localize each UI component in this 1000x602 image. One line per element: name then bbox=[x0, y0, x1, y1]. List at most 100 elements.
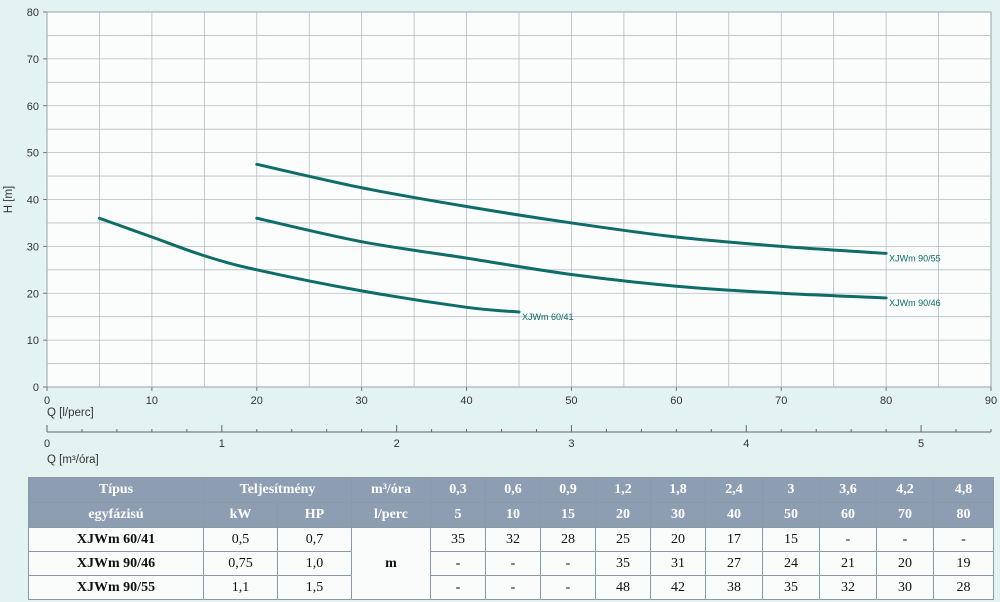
head-value: - bbox=[430, 575, 487, 600]
head-value: - bbox=[430, 551, 487, 576]
x-tick-label: 20 bbox=[251, 395, 263, 407]
curve-xjwm-90-55 bbox=[255, 162, 888, 255]
curve-xjwm-60-41 bbox=[97, 216, 521, 314]
y-tick-label: 0 bbox=[33, 382, 39, 394]
header-hp: HP bbox=[276, 502, 353, 528]
x2-tick-label: 0 bbox=[44, 438, 50, 450]
header-flow-unit-lmin: l/perc bbox=[351, 502, 432, 528]
x-tick-label: 70 bbox=[775, 395, 787, 407]
head-value: 35 bbox=[430, 527, 487, 552]
head-value: - bbox=[485, 575, 542, 600]
header-kw: kW bbox=[203, 502, 278, 528]
head-value: 35 bbox=[762, 575, 821, 600]
header-flow-m3h: 0,6 bbox=[485, 477, 542, 503]
x-tick-label: 40 bbox=[460, 395, 472, 407]
head-value: - bbox=[540, 551, 597, 576]
y-tick-label: 20 bbox=[27, 288, 39, 300]
table-header-row: egyfázisú kW HP l/perc 5 10 15 20 30 40 50 60 70 80 bbox=[28, 502, 995, 528]
header-flow-m3h: 4,2 bbox=[876, 477, 935, 503]
header-power: Teljesítmény bbox=[202, 477, 353, 503]
x2-tick-label: 1 bbox=[219, 438, 225, 450]
y-tick-label: 40 bbox=[27, 195, 39, 207]
y-tick-label: 50 bbox=[27, 148, 39, 160]
x-tick-label: 10 bbox=[146, 395, 158, 407]
y-tick-label: 70 bbox=[27, 54, 39, 66]
height-unit: m bbox=[351, 527, 432, 600]
chart-curves bbox=[97, 162, 888, 314]
header-type: Típus bbox=[28, 477, 204, 503]
header-flow-m3h: 1,8 bbox=[650, 477, 707, 503]
power-hp: 0,7 bbox=[276, 527, 353, 552]
power-hp: 1,0 bbox=[276, 551, 353, 576]
x-axis-title: Q [l/perc] bbox=[47, 407, 94, 419]
head-value: 35 bbox=[595, 551, 652, 576]
header-flow-m3h: 3,6 bbox=[819, 477, 878, 503]
head-value: 31 bbox=[650, 551, 707, 576]
power-hp: 1,5 bbox=[276, 575, 353, 600]
power-kw: 0,75 bbox=[203, 551, 278, 576]
curve-label-xjwm-90-46: XJWm 90/46 bbox=[889, 298, 941, 308]
x2-tick-label: 2 bbox=[394, 438, 400, 450]
x2-axis-title: Q [m³/óra] bbox=[47, 454, 99, 466]
header-phase: egyfázisú bbox=[28, 502, 204, 528]
head-value: 28 bbox=[933, 575, 995, 600]
head-value: - bbox=[933, 527, 995, 552]
table-row: XJWm 60/41 0,5 0,7 m 35 32 28 25 20 17 15- - - bbox=[28, 527, 995, 600]
header-flow-m3h: 1,2 bbox=[595, 477, 652, 503]
head-value: 20 bbox=[650, 527, 707, 552]
head-value: 25 bbox=[595, 527, 652, 552]
chart-labels: XJWm 60/41 XJWm 90/46 XJWm 90/55 bbox=[522, 253, 941, 322]
x-tick-label: 60 bbox=[670, 395, 682, 407]
header-flow-lmin: 60 bbox=[819, 502, 878, 528]
header-flow-m3h: 0,9 bbox=[540, 477, 597, 503]
table-row: XJWm 90/46 0,75 1,0- - -35 31 27 24 21 20 19 bbox=[28, 551, 995, 576]
pump-spec-table: Típus Teljesítmény m³/óra 0,3 0,6 0,9 1,2 1,8 2,… bbox=[28, 477, 995, 600]
model-name: XJWm 90/46 bbox=[28, 551, 204, 576]
header-flow-lmin: 20 bbox=[595, 502, 652, 528]
x-tick-label: 30 bbox=[356, 395, 368, 407]
x-tick-label: 0 bbox=[44, 395, 50, 407]
head-value: 27 bbox=[705, 551, 764, 576]
head-value: 15 bbox=[762, 527, 821, 552]
x2-tick-label: 3 bbox=[568, 438, 574, 450]
curve-xjwm-90-46 bbox=[255, 216, 888, 300]
header-flow-lmin: 5 bbox=[430, 502, 487, 528]
header-flow-m3h: 2,4 bbox=[705, 477, 764, 503]
header-flow-lmin: 30 bbox=[650, 502, 707, 528]
head-value: 17 bbox=[705, 527, 764, 552]
head-value: - bbox=[540, 575, 597, 600]
head-value: 32 bbox=[485, 527, 542, 552]
model-name: XJWm 90/55 bbox=[28, 575, 204, 600]
head-value: 24 bbox=[762, 551, 821, 576]
head-value: - bbox=[876, 527, 935, 552]
head-value: 48 bbox=[595, 575, 652, 600]
header-flow-lmin: 40 bbox=[705, 502, 764, 528]
x2-tick-label: 5 bbox=[918, 438, 924, 450]
header-flow-lmin: 15 bbox=[540, 502, 597, 528]
header-flow-m3h: 3 bbox=[762, 477, 821, 503]
header-flow-m3h: 4,8 bbox=[933, 477, 995, 503]
y-tick-label: 10 bbox=[27, 335, 39, 347]
y-axis-title: H [m] bbox=[3, 186, 15, 213]
curve-label-xjwm-90-55: XJWm 90/55 bbox=[889, 253, 941, 263]
y-tick-label: 60 bbox=[27, 101, 39, 113]
header-flow-m3h: 0,3 bbox=[430, 477, 487, 503]
model-name: XJWm 60/41 bbox=[28, 527, 204, 552]
head-value: 21 bbox=[819, 551, 878, 576]
y-tick-label: 80 bbox=[27, 7, 39, 19]
power-kw: 1,1 bbox=[203, 575, 278, 600]
head-value: 28 bbox=[540, 527, 597, 552]
head-value: 20 bbox=[876, 551, 935, 576]
curve-label-xjwm-60-41: XJWm 60/41 bbox=[522, 312, 574, 322]
head-value: 32 bbox=[819, 575, 878, 600]
head-value: 30 bbox=[876, 575, 935, 600]
head-value: 19 bbox=[933, 551, 995, 576]
head-value: 38 bbox=[705, 575, 764, 600]
head-value: - bbox=[819, 527, 878, 552]
header-flow-lmin: 50 bbox=[762, 502, 821, 528]
y-tick-label: 30 bbox=[27, 241, 39, 253]
header-flow-lmin: 70 bbox=[876, 502, 935, 528]
power-kw: 0,5 bbox=[203, 527, 278, 552]
